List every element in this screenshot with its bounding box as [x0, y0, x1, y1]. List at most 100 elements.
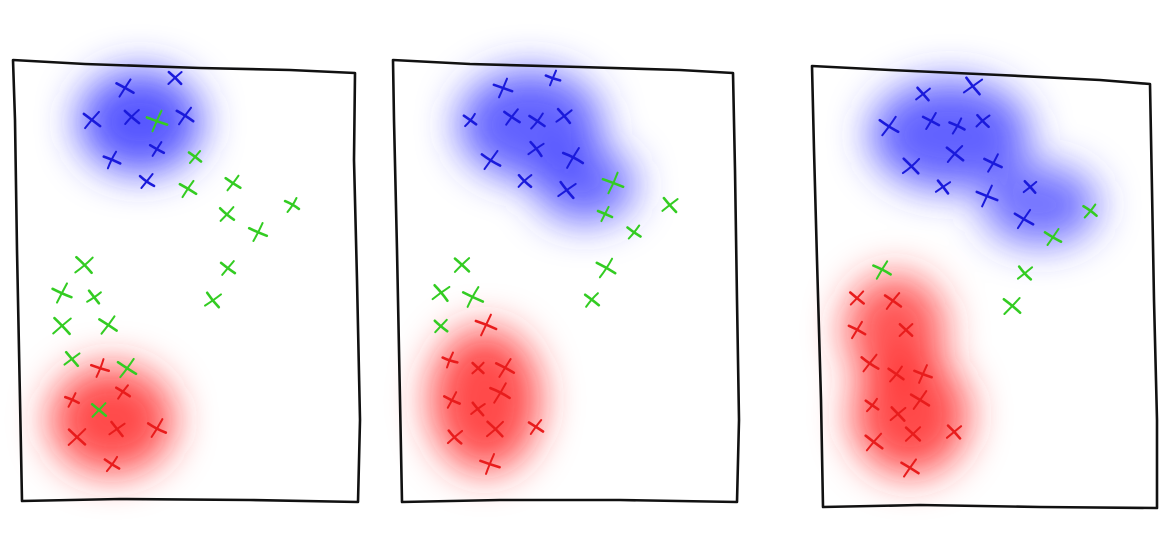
panel-2-clouds: [430, 70, 635, 472]
blue-data-point: [527, 140, 545, 158]
red-data-point: [90, 358, 110, 378]
green-data-point: [433, 318, 449, 334]
blue-data-point: [528, 112, 546, 130]
green-data-point: [596, 205, 614, 223]
red-cluster-cloud: [430, 328, 540, 472]
blue-data-point: [934, 179, 952, 195]
red-data-point: [864, 397, 880, 413]
blue-data-point: [462, 112, 478, 128]
blue-data-point: [167, 70, 183, 86]
red-data-point: [494, 358, 516, 378]
green-data-point: [1016, 265, 1034, 281]
blue-data-point: [544, 69, 562, 87]
blue-data-point: [915, 86, 931, 102]
green-data-point: [872, 260, 892, 280]
red-data-point: [849, 290, 865, 306]
panel-3: [810, 64, 1159, 510]
green-data-point: [461, 286, 485, 308]
red-data-point: [909, 390, 931, 410]
red-data-point: [489, 382, 511, 404]
green-data-point: [453, 257, 471, 273]
blue-data-point: [1022, 180, 1038, 194]
red-data-point: [103, 455, 121, 473]
blue-data-point: [82, 110, 102, 130]
red-data-point: [887, 365, 905, 383]
red-data-point: [446, 429, 464, 445]
green-data-point: [661, 196, 679, 214]
green-data-point: [187, 150, 203, 164]
green-data-point: [1082, 203, 1098, 219]
red-cluster-cloud-lower: [852, 355, 968, 475]
red-data-point: [479, 453, 501, 475]
blue-data-point: [480, 149, 502, 171]
green-data-point: [431, 284, 451, 302]
red-data-point: [904, 426, 922, 442]
blue-cluster-cloud-tail: [982, 165, 1098, 245]
green-data-point: [116, 357, 138, 379]
green-data-point: [283, 197, 301, 213]
green-data-point: [145, 109, 169, 133]
blue-data-point: [878, 115, 900, 137]
red-data-point: [945, 424, 963, 440]
green-data-point: [218, 206, 236, 222]
blue-data-point: [962, 76, 984, 96]
green-data-point: [583, 292, 601, 308]
red-data-point: [64, 392, 80, 408]
blue-data-point: [557, 180, 577, 200]
red-data-point: [108, 420, 126, 438]
blue-data-point: [138, 173, 156, 189]
blue-data-point: [503, 108, 521, 126]
panel-2: [391, 58, 741, 504]
red-data-point: [441, 351, 459, 369]
green-data-point: [1043, 228, 1063, 246]
red-data-point: [913, 364, 933, 384]
panel-frame: [11, 58, 362, 504]
red-data-point: [898, 323, 914, 337]
panel-1: [11, 58, 362, 504]
blue-data-point: [975, 113, 991, 129]
blue-data-point: [561, 147, 585, 169]
green-data-point: [90, 402, 108, 418]
blue-data-point: [102, 150, 122, 170]
red-cluster-cloud: [50, 366, 174, 474]
panel-1-marks: [51, 70, 301, 473]
blue-data-point: [555, 107, 573, 125]
blue-cluster-cloud: [78, 70, 202, 174]
green-data-point: [74, 255, 94, 275]
panel-1-clouds: [50, 70, 202, 474]
red-data-point: [471, 361, 485, 375]
panel-3-marks: [847, 76, 1098, 478]
green-data-point: [595, 257, 617, 279]
blue-data-point: [1013, 208, 1035, 230]
green-data-point: [51, 282, 73, 304]
panel-2-marks: [431, 69, 679, 475]
red-data-point: [527, 419, 545, 435]
panel-3-clouds: [845, 80, 1098, 475]
green-data-point: [86, 289, 102, 305]
green-data-point: [601, 171, 625, 195]
red-data-point: [860, 353, 880, 373]
blue-data-point: [948, 117, 966, 135]
red-data-point: [900, 458, 920, 478]
red-data-point: [443, 391, 461, 409]
blue-data-point: [975, 184, 999, 208]
red-data-point: [864, 432, 884, 452]
red-data-point: [847, 320, 867, 340]
panel-frame: [391, 58, 741, 504]
blue-data-point: [921, 112, 941, 130]
green-data-point: [1002, 297, 1022, 315]
green-data-point: [224, 174, 242, 192]
green-data-point: [626, 224, 642, 240]
blue-data-point: [123, 109, 141, 125]
red-data-point: [67, 428, 87, 446]
red-data-point: [115, 384, 131, 400]
blue-data-point: [901, 157, 921, 175]
blue-data-point: [945, 145, 965, 163]
red-data-point: [486, 420, 504, 438]
blue-data-point: [148, 141, 166, 157]
green-data-point: [52, 316, 72, 336]
blue-data-point: [492, 77, 514, 99]
red-data-point: [474, 313, 498, 337]
